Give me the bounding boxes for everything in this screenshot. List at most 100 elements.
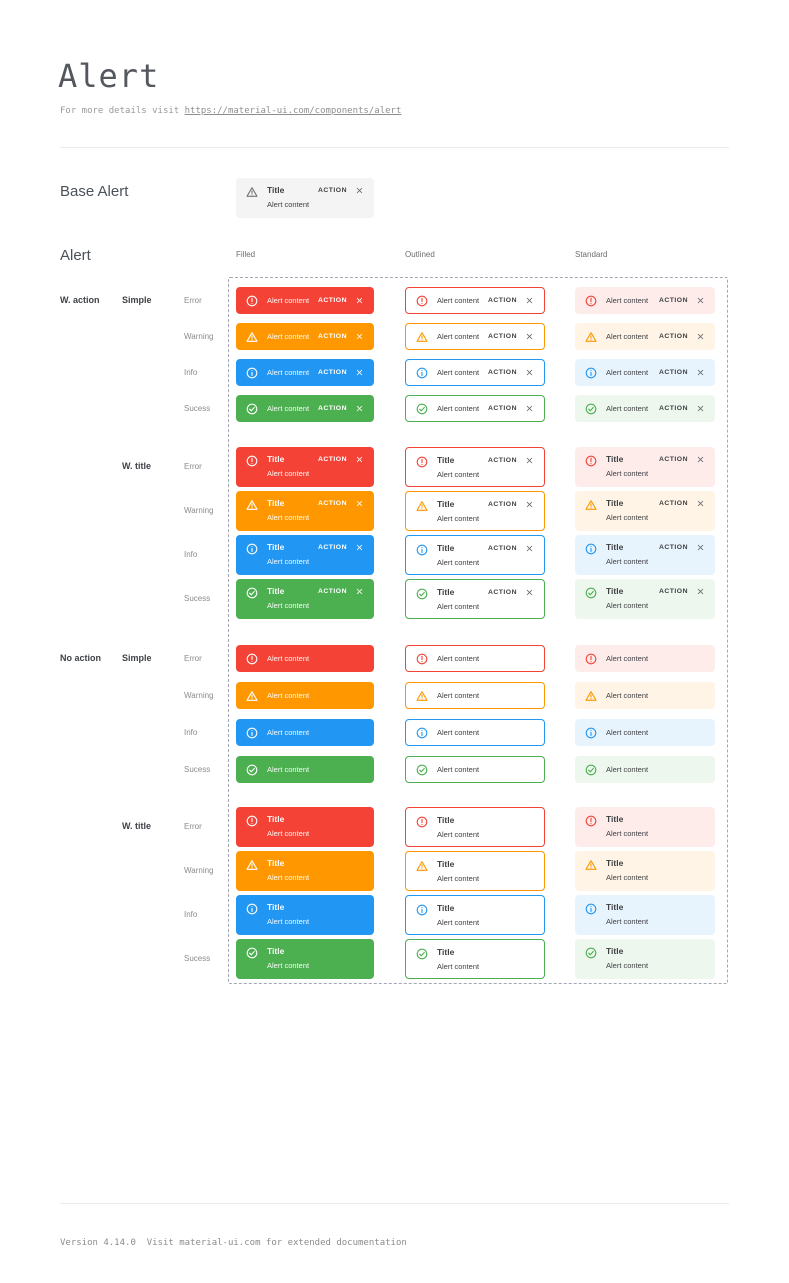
alert-error-outlined: Title Alert content (405, 807, 545, 847)
close-icon[interactable] (355, 455, 364, 464)
alert-success-standard: Alert content (575, 756, 715, 783)
alert-warning-outlined: Alert content ACTION (405, 323, 545, 350)
close-icon[interactable] (355, 368, 364, 377)
group-label-variant-3: W. title (122, 821, 151, 831)
alert-body: Alert content (267, 654, 364, 663)
info-circle-icon (416, 367, 428, 379)
close-icon[interactable] (696, 499, 705, 508)
alert-success-outlined: Title Alert content ACTION (405, 579, 545, 619)
action-button[interactable]: ACTION (658, 500, 688, 507)
close-icon[interactable] (525, 296, 534, 305)
close-icon[interactable] (355, 404, 364, 413)
error-circle-icon (246, 815, 258, 827)
close-icon[interactable] (355, 587, 364, 596)
severity-label-warning: Warning (184, 690, 214, 700)
action-button[interactable]: ACTION (658, 456, 688, 463)
info-circle-icon (246, 727, 258, 739)
alert-actions: ACTION (318, 455, 364, 464)
alert-content: Alert content (267, 332, 310, 341)
action-button[interactable]: ACTION (317, 369, 347, 376)
close-icon[interactable] (696, 332, 705, 341)
action-button[interactable]: ACTION (658, 333, 688, 340)
close-icon[interactable] (525, 500, 534, 509)
action-button[interactable]: ACTION (317, 544, 347, 551)
action-button[interactable]: ACTION (487, 589, 517, 596)
action-button[interactable]: ACTION (487, 501, 517, 508)
close-icon[interactable] (696, 587, 705, 596)
check-circle-icon (416, 948, 428, 960)
action-button[interactable]: ACTION (658, 405, 688, 412)
close-icon[interactable] (696, 296, 705, 305)
close-icon[interactable] (355, 296, 364, 305)
alert-title: Title (606, 586, 624, 596)
action-button[interactable]: ACTION (487, 457, 517, 464)
alert-content: Alert content (267, 873, 310, 882)
close-icon[interactable] (525, 456, 534, 465)
close-icon[interactable] (525, 332, 534, 341)
action-button[interactable]: ACTION (317, 500, 347, 507)
docs-link[interactable]: https://material-ui.com/components/alert (184, 106, 402, 116)
action-button[interactable]: ACTION (658, 369, 688, 376)
alert-warning-filled: Title Alert content ACTION (236, 491, 374, 531)
alert-body: Title Alert content (267, 858, 364, 882)
close-icon[interactable] (355, 499, 364, 508)
close-icon[interactable] (696, 543, 705, 552)
action-button[interactable]: ACTION (317, 405, 347, 412)
alert-actions: ACTION (488, 588, 534, 597)
warning-triangle-icon (246, 186, 258, 198)
action-button[interactable]: ACTION (487, 297, 517, 304)
alert-content: Alert content (437, 728, 480, 737)
alert-body: Title Alert content (437, 499, 482, 523)
alert-info-filled: Title Alert content (236, 895, 374, 935)
alert-body: Alert content (267, 404, 312, 413)
alert-body: Title Alert content (267, 185, 312, 209)
alert-content: Alert content (606, 654, 649, 663)
action-button[interactable]: ACTION (317, 588, 347, 595)
info-circle-icon (246, 903, 258, 915)
action-button[interactable]: ACTION (317, 456, 347, 463)
close-icon[interactable] (355, 186, 364, 195)
info-circle-icon (585, 903, 597, 915)
alert-content: Alert content (267, 368, 310, 377)
severity-label-error: Error (184, 653, 202, 663)
alert-title: Title (606, 858, 624, 868)
info-circle-icon (416, 544, 428, 556)
action-button[interactable]: ACTION (658, 297, 688, 304)
alert-info-filled: Alert content ACTION (236, 359, 374, 386)
action-button[interactable]: ACTION (317, 297, 347, 304)
close-icon[interactable] (525, 588, 534, 597)
alert-body: Title Alert content (267, 542, 312, 566)
alert-title: Title (267, 498, 285, 508)
warning-triangle-icon (416, 860, 428, 872)
close-icon[interactable] (525, 544, 534, 553)
close-icon[interactable] (525, 368, 534, 377)
check-circle-icon (585, 764, 597, 776)
close-icon[interactable] (525, 404, 534, 413)
alert-content: Alert content (267, 728, 310, 737)
check-circle-icon (585, 947, 597, 959)
action-button[interactable]: ACTION (658, 544, 688, 551)
close-icon[interactable] (355, 543, 364, 552)
warning-triangle-icon (246, 690, 258, 702)
action-button[interactable]: ACTION (658, 588, 688, 595)
alert-success-standard: Alert content ACTION (575, 395, 715, 422)
action-button[interactable]: ACTION (487, 545, 517, 552)
close-icon[interactable] (696, 455, 705, 464)
close-icon[interactable] (355, 332, 364, 341)
info-circle-icon (246, 543, 258, 555)
alert-content: Alert content (606, 513, 649, 522)
alert-content: Alert content (437, 691, 480, 700)
action-button[interactable]: ACTION (487, 333, 517, 340)
info-circle-icon (585, 367, 597, 379)
alert-title: Title (267, 586, 285, 596)
action-button[interactable]: ACTION (317, 187, 347, 194)
close-icon[interactable] (696, 368, 705, 377)
alert-body: Title Alert content (606, 542, 653, 566)
action-button[interactable]: ACTION (487, 405, 517, 412)
severity-label-info: Info (184, 550, 198, 559)
close-icon[interactable] (696, 404, 705, 413)
action-button[interactable]: ACTION (317, 333, 347, 340)
action-button[interactable]: ACTION (487, 369, 517, 376)
alert-info-standard: Title Alert content (575, 895, 715, 935)
